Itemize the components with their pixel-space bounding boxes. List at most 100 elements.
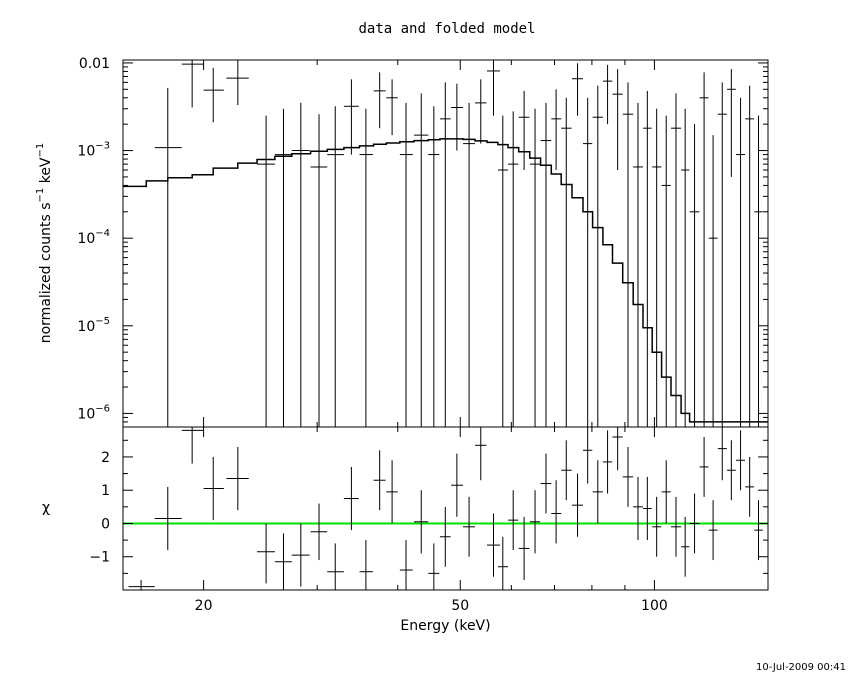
data-point xyxy=(518,90,530,170)
data-point xyxy=(508,111,519,427)
residual-point xyxy=(428,543,440,590)
residual-panel: −1 0 1 2 20 50 100 χ Energy (keV) xyxy=(42,426,769,634)
data-series xyxy=(154,60,763,427)
data-point xyxy=(428,106,440,427)
top-panel-ticks xyxy=(123,60,768,428)
chart-title: data and folded model xyxy=(358,21,535,37)
residual-point xyxy=(508,490,519,551)
bottom-plot-frame xyxy=(122,426,769,591)
residual-point xyxy=(463,496,475,557)
data-point xyxy=(274,108,292,427)
residual-point xyxy=(612,427,623,471)
data-point xyxy=(343,79,359,155)
spectrum-panel: 0.01 10−3 10−4 10−5 10−6 normalized counts s… xyxy=(35,56,769,428)
residual-series xyxy=(128,427,763,590)
data-point xyxy=(602,64,613,125)
residual-point xyxy=(754,500,763,561)
data-point xyxy=(592,85,603,427)
residual-point xyxy=(274,533,292,590)
y-tick-label: 10−4 xyxy=(77,228,110,247)
x-tick-label: 20 xyxy=(195,598,213,614)
residual-point xyxy=(359,540,373,590)
data-point xyxy=(497,115,509,427)
chi-tick-label: −1 xyxy=(89,550,110,566)
data-point xyxy=(571,63,584,116)
residual-point xyxy=(181,427,204,464)
data-point xyxy=(359,108,373,427)
data-point xyxy=(708,135,718,427)
residual-point xyxy=(571,473,584,537)
bottom-y-tick-labels: −1 0 1 2 xyxy=(89,450,110,566)
residual-point xyxy=(154,486,182,551)
data-point xyxy=(735,97,746,427)
timestamp-label: 10-Jul-2009 00:41 xyxy=(756,662,846,673)
residual-point xyxy=(671,496,682,557)
residual-point xyxy=(529,490,541,554)
data-point xyxy=(717,82,727,427)
residual-point xyxy=(486,513,500,577)
residual-point xyxy=(497,536,509,590)
data-point xyxy=(699,72,709,427)
residual-point xyxy=(128,580,155,590)
data-point xyxy=(529,108,541,427)
data-point xyxy=(310,114,328,427)
x-tick-label: 100 xyxy=(641,598,668,614)
folded-model-series xyxy=(123,138,768,423)
y-tick-label: 0.01 xyxy=(79,56,110,72)
data-point xyxy=(226,60,249,106)
residual-point xyxy=(652,496,662,557)
residual-point xyxy=(474,427,487,481)
residual-point xyxy=(203,456,224,521)
data-point xyxy=(414,93,429,427)
data-point xyxy=(291,102,310,427)
residual-point xyxy=(386,460,398,524)
chi-axis-label: χ xyxy=(42,500,50,516)
data-point xyxy=(642,90,652,427)
data-point xyxy=(373,72,386,129)
residual-point xyxy=(551,480,562,544)
residual-point xyxy=(373,450,386,511)
x-tick-label: 50 xyxy=(451,598,469,614)
residual-point xyxy=(439,506,451,567)
model-histogram-line xyxy=(123,138,768,423)
residual-point xyxy=(343,466,359,531)
y-tick-label: 10−6 xyxy=(77,403,110,422)
residual-point xyxy=(291,523,310,587)
data-point xyxy=(561,97,572,427)
data-point xyxy=(661,115,671,427)
data-point xyxy=(540,102,552,427)
residual-point xyxy=(622,446,634,507)
residual-point xyxy=(699,436,709,497)
residual-point xyxy=(256,523,275,584)
y-tick-label: 10−5 xyxy=(77,316,110,335)
data-point xyxy=(727,69,736,177)
data-point xyxy=(681,108,690,427)
residual-point xyxy=(745,456,755,517)
data-point xyxy=(583,97,593,427)
data-point xyxy=(181,60,204,108)
residual-point xyxy=(414,490,429,554)
residual-point xyxy=(226,446,249,511)
residual-point xyxy=(689,493,700,554)
residual-point xyxy=(642,476,652,541)
data-point xyxy=(486,60,500,116)
data-point xyxy=(689,124,700,427)
data-point xyxy=(439,82,451,427)
residual-point xyxy=(327,543,344,590)
data-point xyxy=(327,106,344,427)
data-point xyxy=(745,85,755,427)
residual-point xyxy=(661,460,671,524)
chi-tick-label: 1 xyxy=(101,483,110,499)
residual-point xyxy=(735,430,746,491)
x-tick-labels: 20 50 100 xyxy=(195,598,668,614)
y-axis-label: normalized counts s−1 keV−1 xyxy=(35,143,54,344)
data-point xyxy=(612,69,623,170)
data-point xyxy=(154,87,182,427)
data-point xyxy=(399,102,413,427)
residual-point xyxy=(399,540,413,590)
data-point xyxy=(754,115,763,427)
data-point xyxy=(671,93,682,427)
data-point xyxy=(474,79,487,144)
residual-point xyxy=(451,453,464,517)
residual-point xyxy=(592,460,603,524)
